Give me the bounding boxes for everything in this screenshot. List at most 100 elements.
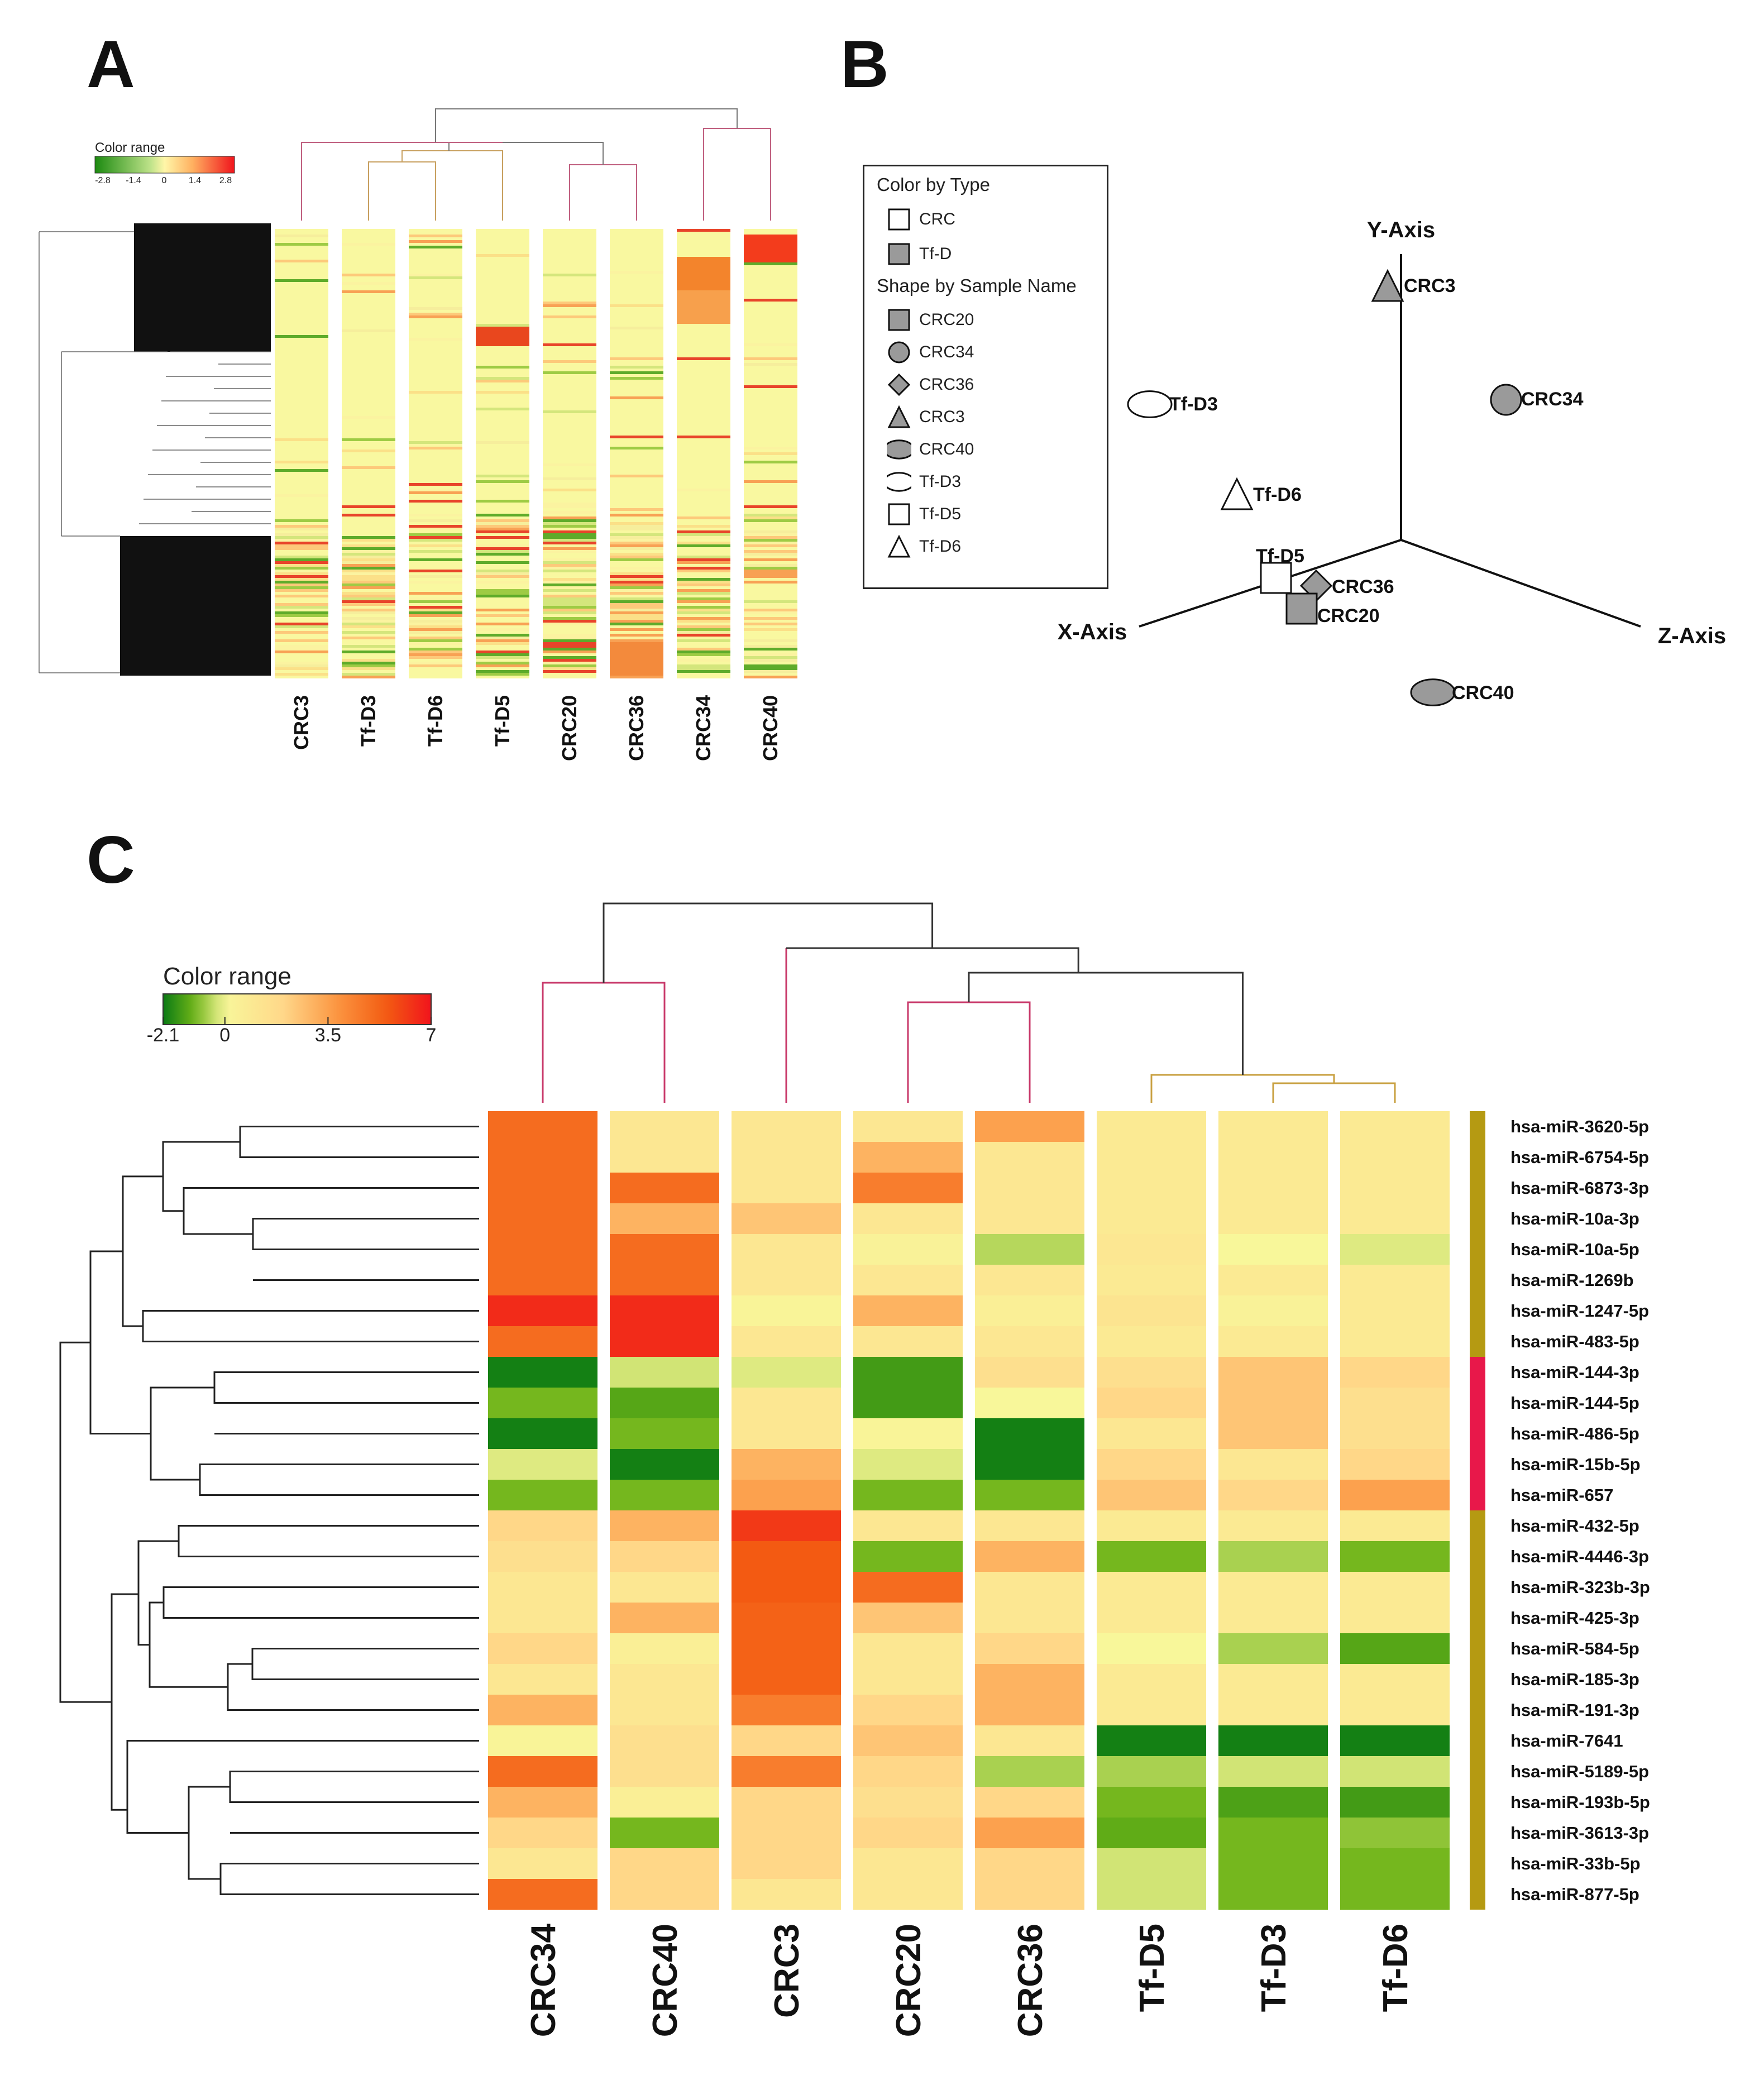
row-label: hsa-miR-7641 <box>1510 1731 1623 1751</box>
heat-cell <box>853 1725 963 1757</box>
a-heat-band <box>409 637 462 639</box>
a-heat-band <box>610 274 663 276</box>
a-heat-band <box>610 539 663 542</box>
heat-cell <box>853 1295 963 1327</box>
a-heat-band <box>275 589 328 592</box>
a-heat-band <box>275 614 328 617</box>
a-heat-band <box>677 670 730 673</box>
a-heat-band <box>275 595 328 597</box>
a-heat-band <box>409 575 462 578</box>
a-heat-band <box>409 500 462 503</box>
a-heat-band <box>744 539 797 542</box>
a-heat-band <box>409 522 462 525</box>
a-heat-band <box>543 617 596 620</box>
c-row-branch <box>162 1141 240 1212</box>
heat-cell <box>1097 1173 1206 1204</box>
a-heat-band <box>476 441 529 444</box>
a-heat-band <box>744 611 797 614</box>
a-heat-band <box>342 438 395 441</box>
a-heat-band <box>610 357 663 360</box>
a-heat-band <box>409 564 462 567</box>
a-heat-band <box>409 556 462 558</box>
a-heat-band <box>409 307 462 310</box>
a-heat-band <box>677 600 730 603</box>
a-column-label: CRC3 <box>290 695 313 750</box>
a-heat-band <box>342 645 395 648</box>
heat-cell <box>1340 1818 1450 1849</box>
heat-cell <box>732 1572 841 1603</box>
a-heat-band <box>543 634 596 637</box>
heat-cell <box>610 1541 719 1572</box>
a-heat-band <box>744 542 797 544</box>
a-heat-band <box>275 586 328 589</box>
heat-cell <box>732 1295 841 1327</box>
a-heat-band <box>744 536 797 539</box>
a-heat-band <box>610 366 663 369</box>
a-heat-band <box>610 556 663 558</box>
a-heat-band <box>543 324 596 327</box>
a-heat-band <box>543 567 596 570</box>
a-heat-band <box>275 581 328 584</box>
legend-type-swatch <box>887 242 911 266</box>
a-color-bar <box>94 156 235 174</box>
heat-cell <box>488 1664 597 1695</box>
a-heat-band <box>744 600 797 603</box>
a-heat-band <box>677 572 730 575</box>
a-heat-band <box>476 514 529 516</box>
a-color-tick: -1.4 <box>126 176 141 185</box>
a-heat-band <box>543 600 596 603</box>
triangle-symbol <box>887 405 911 428</box>
a-heat-band <box>476 380 529 382</box>
heat-cell <box>1218 1357 1328 1388</box>
triangle-symbol <box>887 534 911 558</box>
a-heat-column <box>476 229 529 678</box>
a-heat-band <box>744 447 797 449</box>
heat-cell <box>732 1787 841 1818</box>
a-heat-band <box>409 653 462 656</box>
a-heat-band <box>476 254 529 257</box>
heat-cell <box>1097 1234 1206 1265</box>
heat-cell <box>1340 1572 1450 1603</box>
column-label: Tf-D3 <box>1255 1924 1293 2012</box>
a-heat-band <box>342 623 395 625</box>
heat-cell <box>1097 1357 1206 1388</box>
a-heat-band <box>342 667 395 670</box>
heat-cell <box>488 1418 597 1450</box>
a-heat-band <box>543 547 596 550</box>
row-label: hsa-miR-3620-5p <box>1510 1117 1649 1136</box>
a-heat-band <box>409 592 462 595</box>
c-row-branch <box>188 1786 230 1880</box>
heat-cell <box>732 1480 841 1511</box>
a-heat-band <box>677 436 730 438</box>
a-heat-band <box>543 302 596 304</box>
c-dendro-branch <box>542 982 666 1103</box>
heat-cell <box>488 1633 597 1665</box>
row-group-bar <box>1470 1510 1485 1910</box>
a-heat-band <box>543 589 596 592</box>
a-heat-band <box>610 544 663 547</box>
a-heat-band <box>610 525 663 528</box>
diamond-symbol <box>887 373 911 396</box>
a-heat-column <box>543 229 596 678</box>
a-heat-column <box>409 229 462 678</box>
a-heat-band <box>275 243 328 246</box>
a-heat-band <box>342 282 395 285</box>
heat-cell <box>975 1388 1084 1419</box>
a-heat-band <box>610 475 663 477</box>
row-label: hsa-miR-323b-3p <box>1510 1577 1650 1597</box>
a-heat-band <box>744 550 797 553</box>
a-heat-band <box>744 324 797 327</box>
a-heat-band <box>342 676 395 678</box>
a-heat-band <box>409 609 462 611</box>
a-color-tick: 2.8 <box>219 176 232 185</box>
a-heat-band <box>744 530 797 533</box>
a-heat-band <box>342 542 395 544</box>
a-heat-band <box>409 285 462 288</box>
a-color-tick: -2.8 <box>95 176 111 185</box>
a-heat-band <box>744 645 797 648</box>
a-heat-band <box>476 620 529 623</box>
a-heat-band <box>744 522 797 525</box>
a-heat-band <box>342 561 395 564</box>
heat-cell <box>975 1418 1084 1450</box>
a-heat-band <box>342 536 395 539</box>
